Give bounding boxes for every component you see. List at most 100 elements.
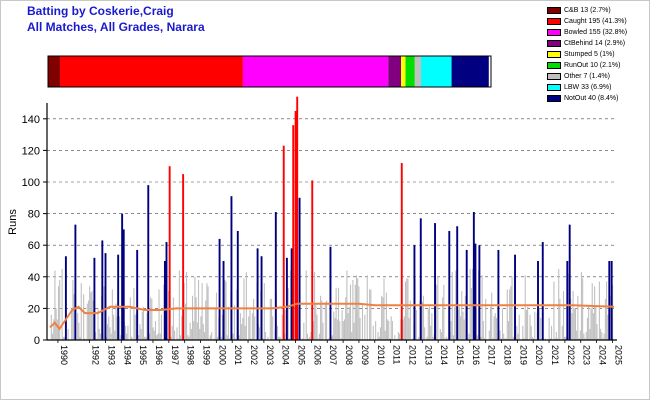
innings-bar — [59, 279, 61, 340]
innings-bar — [253, 298, 255, 340]
average-line — [49, 302, 615, 331]
innings-bar — [572, 291, 574, 340]
legend-swatch — [547, 7, 561, 14]
innings-bar — [602, 338, 604, 340]
innings-bar — [369, 289, 371, 340]
innings-bar — [539, 308, 541, 340]
innings-bar — [172, 297, 174, 340]
innings-bar — [427, 308, 429, 340]
innings-bar — [217, 336, 219, 340]
innings-bar — [382, 297, 384, 340]
innings-bar — [92, 300, 94, 340]
innings-bar — [170, 336, 172, 340]
innings-bar — [586, 317, 588, 340]
innings-bar — [213, 338, 215, 340]
innings-bar — [444, 338, 446, 340]
innings-bar — [353, 322, 355, 340]
innings-bar — [421, 302, 423, 340]
x-tick-label: 1993 — [106, 345, 116, 365]
innings-bar — [457, 309, 459, 340]
innings-bar-notout — [236, 230, 239, 340]
innings-bar — [91, 291, 93, 340]
innings-bar — [324, 302, 326, 340]
innings-bar — [62, 336, 64, 340]
dismissal-segment — [414, 56, 421, 87]
innings-bar — [510, 286, 512, 340]
legend-swatch — [547, 40, 561, 47]
x-tick-label: 1998 — [186, 345, 196, 365]
y-tick-label: 40 — [28, 272, 40, 284]
innings-bar — [187, 335, 189, 340]
innings-bar — [238, 335, 240, 340]
innings-bar — [181, 316, 183, 340]
innings-bar — [79, 336, 81, 340]
innings-bar-notout — [434, 223, 436, 340]
innings-bar — [402, 319, 404, 340]
innings-bar — [132, 338, 134, 340]
innings-bar — [195, 297, 197, 340]
innings-bar — [193, 321, 195, 340]
innings-bar — [598, 281, 600, 340]
innings-bar — [203, 332, 206, 340]
innings-bar — [480, 336, 482, 340]
innings-bar-notout — [497, 249, 500, 340]
innings-bar-notout — [230, 196, 233, 340]
y-tick-label: 0 — [34, 335, 40, 347]
innings-bar — [308, 338, 310, 340]
innings-bar — [341, 309, 343, 340]
innings-bar-notout — [290, 248, 293, 340]
innings-bar — [462, 311, 464, 340]
innings-bar — [458, 306, 460, 340]
legend-item: C&B 13 (2.7%) — [547, 5, 647, 16]
innings-bar — [461, 291, 463, 340]
innings-bar — [278, 336, 280, 340]
x-tick-label: 2013 — [423, 345, 433, 365]
innings-bar — [591, 283, 593, 340]
innings-bar — [495, 317, 498, 340]
innings-bar-caught — [282, 145, 285, 340]
innings-bar — [501, 308, 504, 340]
innings-bar — [400, 319, 402, 340]
x-tick-label: 2015 — [455, 345, 465, 365]
innings-bar — [556, 338, 559, 340]
innings-bar — [186, 272, 188, 340]
legend: C&B 13 (2.7%) Caught 195 (41.3%) Bowled 15… — [547, 5, 647, 104]
innings-bar — [578, 338, 580, 340]
dismissal-segment — [48, 56, 60, 87]
innings-bar — [211, 332, 213, 340]
innings-bar — [364, 314, 366, 340]
innings-bar — [403, 316, 405, 340]
innings-bar — [588, 305, 590, 340]
innings-bar-notout — [610, 261, 613, 340]
innings-bar — [463, 319, 465, 340]
innings-bar-notout — [465, 249, 468, 340]
innings-bar — [220, 336, 222, 340]
innings-bar — [422, 295, 425, 340]
innings-bar — [141, 311, 143, 340]
innings-bar-notout — [147, 185, 150, 340]
dismissal-segment — [242, 56, 389, 87]
innings-bar — [549, 338, 551, 340]
innings-bar — [110, 333, 112, 340]
innings-bar — [334, 317, 336, 340]
innings-bar-notout — [136, 249, 139, 340]
innings-bar — [54, 270, 56, 340]
innings-bar — [351, 332, 353, 340]
innings-bar-notout — [456, 226, 459, 340]
innings-bar-notout — [218, 238, 221, 340]
innings-bar — [99, 333, 101, 340]
innings-bar — [443, 284, 445, 340]
x-tick-label: 2007 — [328, 345, 338, 365]
innings-bar — [202, 324, 204, 340]
legend-swatch — [547, 84, 561, 91]
x-tick-label: 1992 — [91, 345, 101, 365]
legend-item: LBW 33 (6.9%) — [547, 82, 647, 93]
innings-bar — [288, 338, 291, 340]
innings-bar — [133, 287, 135, 340]
x-tick-label: 2012 — [407, 345, 417, 365]
x-tick-label: 2018 — [503, 345, 513, 365]
innings-bar — [146, 313, 148, 340]
innings-bar — [269, 298, 271, 340]
innings-bar — [378, 336, 380, 340]
innings-bar — [114, 330, 116, 340]
